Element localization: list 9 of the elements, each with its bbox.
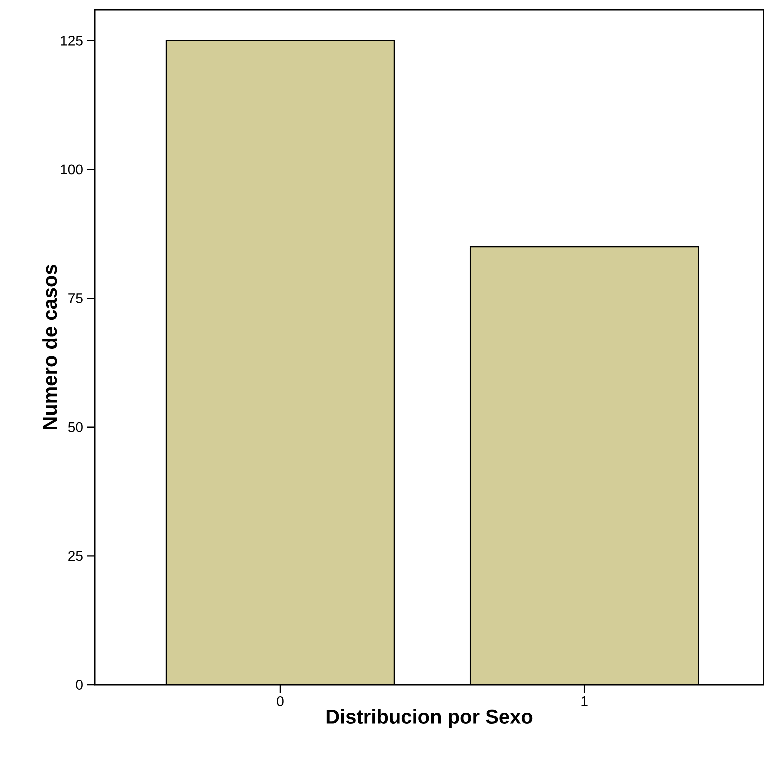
- y-tick-label: 0: [76, 680, 83, 690]
- y-tick-label: 75: [68, 294, 83, 304]
- y-axis-title: Numero de casos: [42, 264, 58, 430]
- y-tick-label: 50: [68, 422, 83, 432]
- y-tick-label: 100: [61, 164, 83, 175]
- x-axis-title: Distribucion por Sexo: [326, 709, 533, 728]
- x-tick-label: 1: [582, 696, 588, 706]
- y-tick-label: 25: [68, 551, 83, 562]
- y-tick-label: 125: [61, 36, 83, 46]
